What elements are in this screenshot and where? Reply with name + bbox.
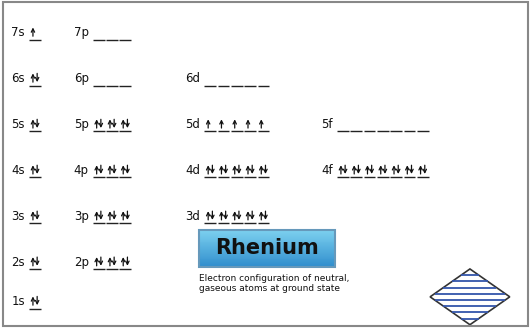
- Text: Electron configuration of neutral,
gaseous atoms at ground state: Electron configuration of neutral, gaseo…: [199, 274, 349, 293]
- Bar: [199, 259, 335, 261]
- Text: 4p: 4p: [74, 164, 89, 177]
- Bar: [199, 245, 335, 247]
- Bar: [199, 243, 335, 245]
- Bar: [199, 249, 335, 250]
- Bar: [199, 262, 335, 264]
- Bar: [199, 264, 335, 265]
- Text: 4d: 4d: [185, 164, 200, 177]
- Text: 1s: 1s: [11, 295, 25, 308]
- Text: 2p: 2p: [74, 256, 89, 269]
- Bar: [199, 254, 335, 255]
- Bar: [199, 256, 335, 257]
- Bar: [199, 238, 335, 239]
- Text: 4s: 4s: [11, 164, 25, 177]
- Bar: [199, 255, 335, 256]
- Bar: [199, 258, 335, 260]
- Bar: [199, 237, 335, 238]
- Bar: [199, 265, 335, 266]
- Bar: [199, 247, 335, 249]
- Bar: [199, 263, 335, 264]
- Text: 2s: 2s: [11, 256, 25, 269]
- Bar: [199, 257, 335, 259]
- Bar: [199, 230, 335, 232]
- Bar: [199, 253, 335, 254]
- Bar: [199, 252, 335, 253]
- Text: 6p: 6p: [74, 72, 89, 85]
- Bar: [199, 256, 335, 258]
- Bar: [199, 260, 335, 262]
- Text: 3s: 3s: [12, 210, 25, 223]
- Bar: [199, 250, 335, 251]
- Bar: [199, 241, 335, 242]
- Bar: [199, 251, 335, 252]
- Bar: [199, 234, 335, 235]
- Text: 7s: 7s: [11, 26, 25, 39]
- Bar: [199, 236, 335, 237]
- Bar: [199, 233, 335, 234]
- Text: 4f: 4f: [321, 164, 333, 177]
- Bar: [199, 266, 335, 267]
- Bar: [199, 235, 335, 236]
- Bar: [199, 230, 335, 267]
- Bar: [199, 248, 335, 249]
- Bar: [199, 242, 335, 244]
- Text: Rhenium: Rhenium: [215, 238, 319, 258]
- Text: 5f: 5f: [321, 118, 333, 131]
- Text: 3p: 3p: [74, 210, 89, 223]
- Bar: [199, 239, 335, 240]
- Bar: [199, 240, 335, 241]
- Bar: [199, 232, 335, 234]
- Text: 3d: 3d: [185, 210, 200, 223]
- Text: 7p: 7p: [74, 26, 89, 39]
- Text: 6d: 6d: [185, 72, 200, 85]
- Text: 5d: 5d: [185, 118, 200, 131]
- Text: 5p: 5p: [74, 118, 89, 131]
- Text: 6s: 6s: [11, 72, 25, 85]
- Bar: [199, 244, 335, 246]
- Bar: [199, 241, 335, 243]
- Bar: [199, 246, 335, 248]
- Bar: [199, 231, 335, 233]
- Text: 5s: 5s: [12, 118, 25, 131]
- Bar: [199, 261, 335, 263]
- Bar: [199, 229, 335, 231]
